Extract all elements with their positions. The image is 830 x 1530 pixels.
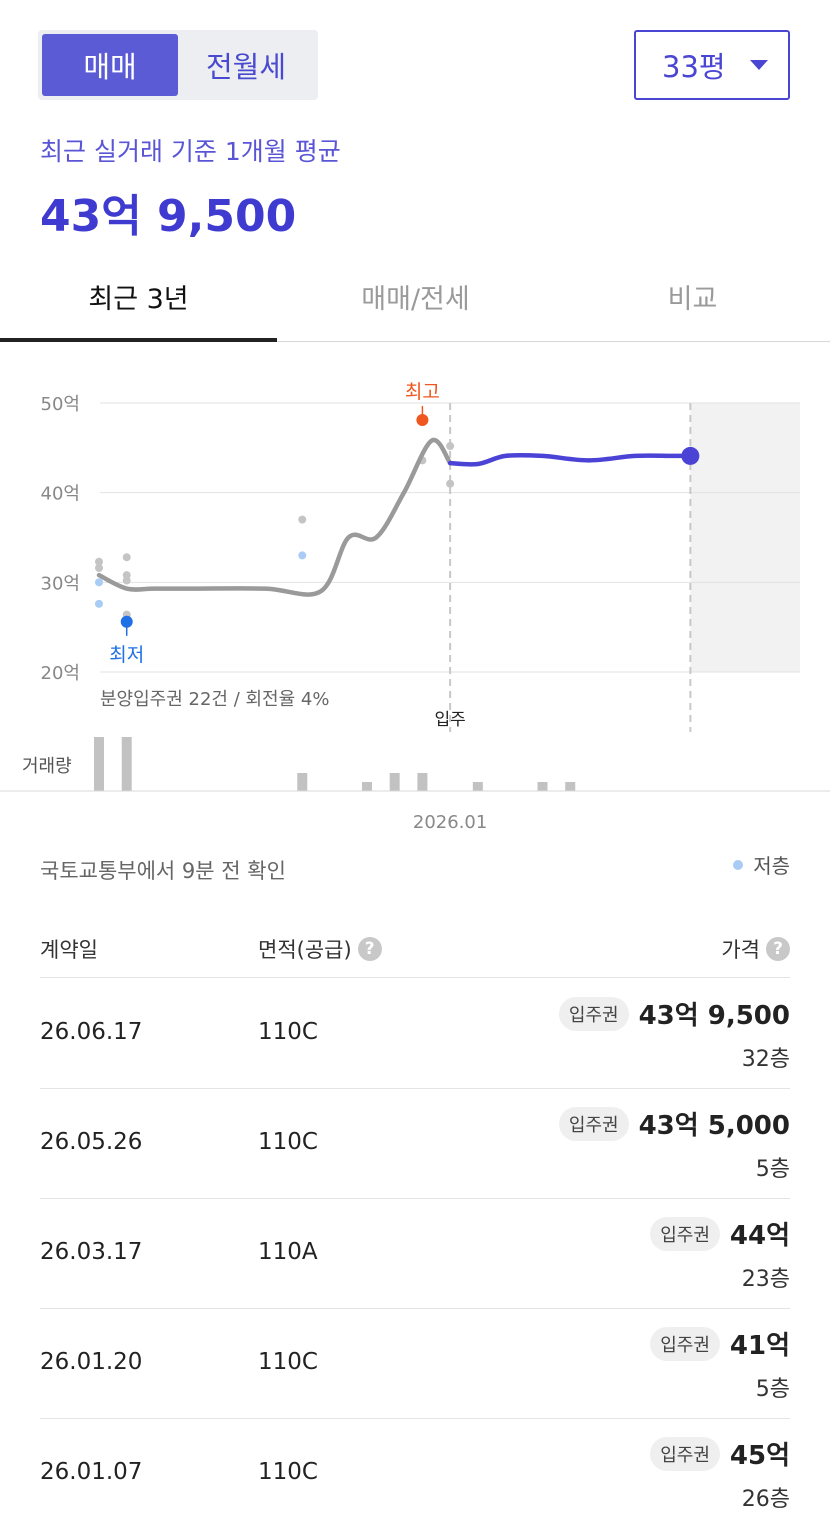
transaction-table: 26.06.17 110C 입주권 43억 9,500 32층 26.05.26… (40, 979, 790, 1529)
presale-badge: 입주권 (650, 1216, 720, 1251)
trade-price: 45억 (729, 1441, 790, 1471)
rent-tab-button[interactable]: 전월세 (205, 50, 287, 84)
lowest-label: 최저 (109, 644, 144, 666)
table-row[interactable]: 26.01.20 110C 입주권 41억 5층 (40, 1309, 790, 1419)
help-icon[interactable]: ? (766, 937, 790, 961)
area-type: 110C (258, 1459, 318, 1485)
low-floor-trade-point (298, 551, 307, 560)
volume-bar (297, 773, 308, 791)
price-cell: 입주권 43억 5,000 (558, 1105, 790, 1142)
volume-bar (537, 782, 548, 791)
header-price: 가격 ? (721, 934, 790, 964)
legend-low-floor-label: 저층 (753, 854, 790, 878)
highest-label: 최고 (405, 381, 440, 403)
trade-price: 43억 9,500 (638, 1001, 790, 1031)
trade-point (122, 576, 131, 585)
trade-price: 41억 (729, 1331, 790, 1361)
table-row[interactable]: 26.01.07 110C 입주권 45억 26층 (40, 1419, 790, 1529)
volume-bar (565, 782, 576, 791)
trade-point (95, 563, 103, 572)
presale-badge: 입주권 (558, 1106, 629, 1141)
caret-down-icon (750, 60, 768, 70)
volume-label: 거래량 (22, 756, 72, 777)
buy-tab-button[interactable]: 매매 (42, 34, 178, 96)
volume-bar (472, 782, 483, 791)
legend-low-floor: 저층 (733, 850, 790, 879)
floor: 5층 (755, 1157, 790, 1182)
contract-date: 26.03.17 (40, 1239, 143, 1265)
trade-point (122, 553, 131, 562)
presale-badge: 입주권 (558, 996, 629, 1031)
floor: 23층 (741, 1267, 790, 1292)
average-price-value: 43억 9,500 (40, 191, 297, 242)
area-type: 110C (258, 1019, 318, 1045)
low-floor-dot-icon (733, 859, 744, 870)
movein-label: 입주 (434, 710, 465, 730)
trade-point (446, 442, 455, 451)
y-tick-label: 50억 (41, 394, 80, 415)
highest-marker (416, 414, 429, 427)
tab-recent-3-years[interactable]: 최근 3년 (0, 252, 277, 342)
header-area-label: 면적(공급) (258, 938, 352, 962)
low-floor-trade-point (95, 578, 103, 587)
trade-point (95, 557, 103, 566)
future-shade (690, 403, 800, 672)
price-trend-line (96, 437, 453, 597)
average-price-label: 최근 실거래 기준 1개월 평균 (40, 137, 341, 166)
header-price-label: 가격 (721, 938, 760, 962)
presale-note: 분양입주권 22건 / 회전율 4% (100, 689, 329, 710)
contract-date: 26.05.26 (40, 1129, 143, 1155)
y-tick-label: 40억 (41, 484, 80, 505)
x-tick-label: 2026.01 (413, 812, 487, 833)
tab-sale-vs-jeonse[interactable]: 매매/전세 (361, 283, 470, 315)
tab-compare[interactable]: 비교 (667, 283, 718, 315)
trade-point (298, 515, 307, 524)
floor: 26층 (741, 1487, 790, 1512)
trade-point (446, 479, 455, 488)
header-contract-date: 계약일 (40, 938, 98, 962)
volume-bar (389, 773, 400, 791)
table-header: 계약일 면적(공급) ? 가격 ? (40, 920, 790, 978)
trade-price: 44억 (729, 1221, 790, 1251)
current-price-point (681, 446, 700, 465)
price-cell: 입주권 44억 (650, 1215, 790, 1252)
table-row[interactable]: 26.03.17 110A 입주권 44억 23층 (40, 1199, 790, 1309)
trade-type-toggle: 매매 전월세 (38, 30, 318, 100)
table-row[interactable]: 26.05.26 110C 입주권 43억 5,000 5층 (40, 1089, 790, 1199)
lowest-marker (120, 615, 133, 628)
area-type: 110A (258, 1239, 318, 1265)
area-type: 110C (258, 1349, 318, 1375)
area-type: 110C (258, 1129, 318, 1155)
y-tick-label: 30억 (41, 573, 80, 594)
volume-bar (417, 773, 428, 791)
presale-badge: 입주권 (650, 1326, 720, 1361)
contract-date: 26.06.17 (40, 1019, 143, 1045)
volume-bar (361, 782, 372, 791)
price-cell: 입주권 43억 9,500 (558, 995, 790, 1032)
trade-price: 43억 5,000 (638, 1111, 790, 1141)
contract-date: 26.01.07 (40, 1459, 143, 1485)
price-cell: 입주권 45억 (650, 1435, 790, 1472)
area-size-value: 33평 (662, 50, 726, 84)
volume-bar (94, 737, 104, 791)
floor: 5층 (755, 1377, 790, 1402)
presale-badge: 입주권 (650, 1436, 720, 1471)
price-cell: 입주권 41억 (650, 1325, 790, 1362)
data-source-text: 국토교통부에서 9분 전 확인 (40, 859, 286, 883)
header-area: 면적(공급) ? (258, 934, 382, 964)
floor: 32층 (741, 1047, 790, 1072)
period-tabs: 최근 3년 매매/전세 비교 (0, 252, 830, 342)
area-size-select[interactable]: 33평 (634, 30, 790, 100)
y-tick-label: 20억 (41, 663, 80, 684)
table-row[interactable]: 26.06.17 110C 입주권 43억 9,500 32층 (40, 979, 790, 1089)
help-icon[interactable]: ? (357, 937, 382, 961)
low-floor-trade-point (95, 599, 103, 608)
contract-date: 26.01.20 (40, 1349, 143, 1375)
recent-trend-line (447, 452, 693, 467)
volume-bar (121, 737, 132, 791)
